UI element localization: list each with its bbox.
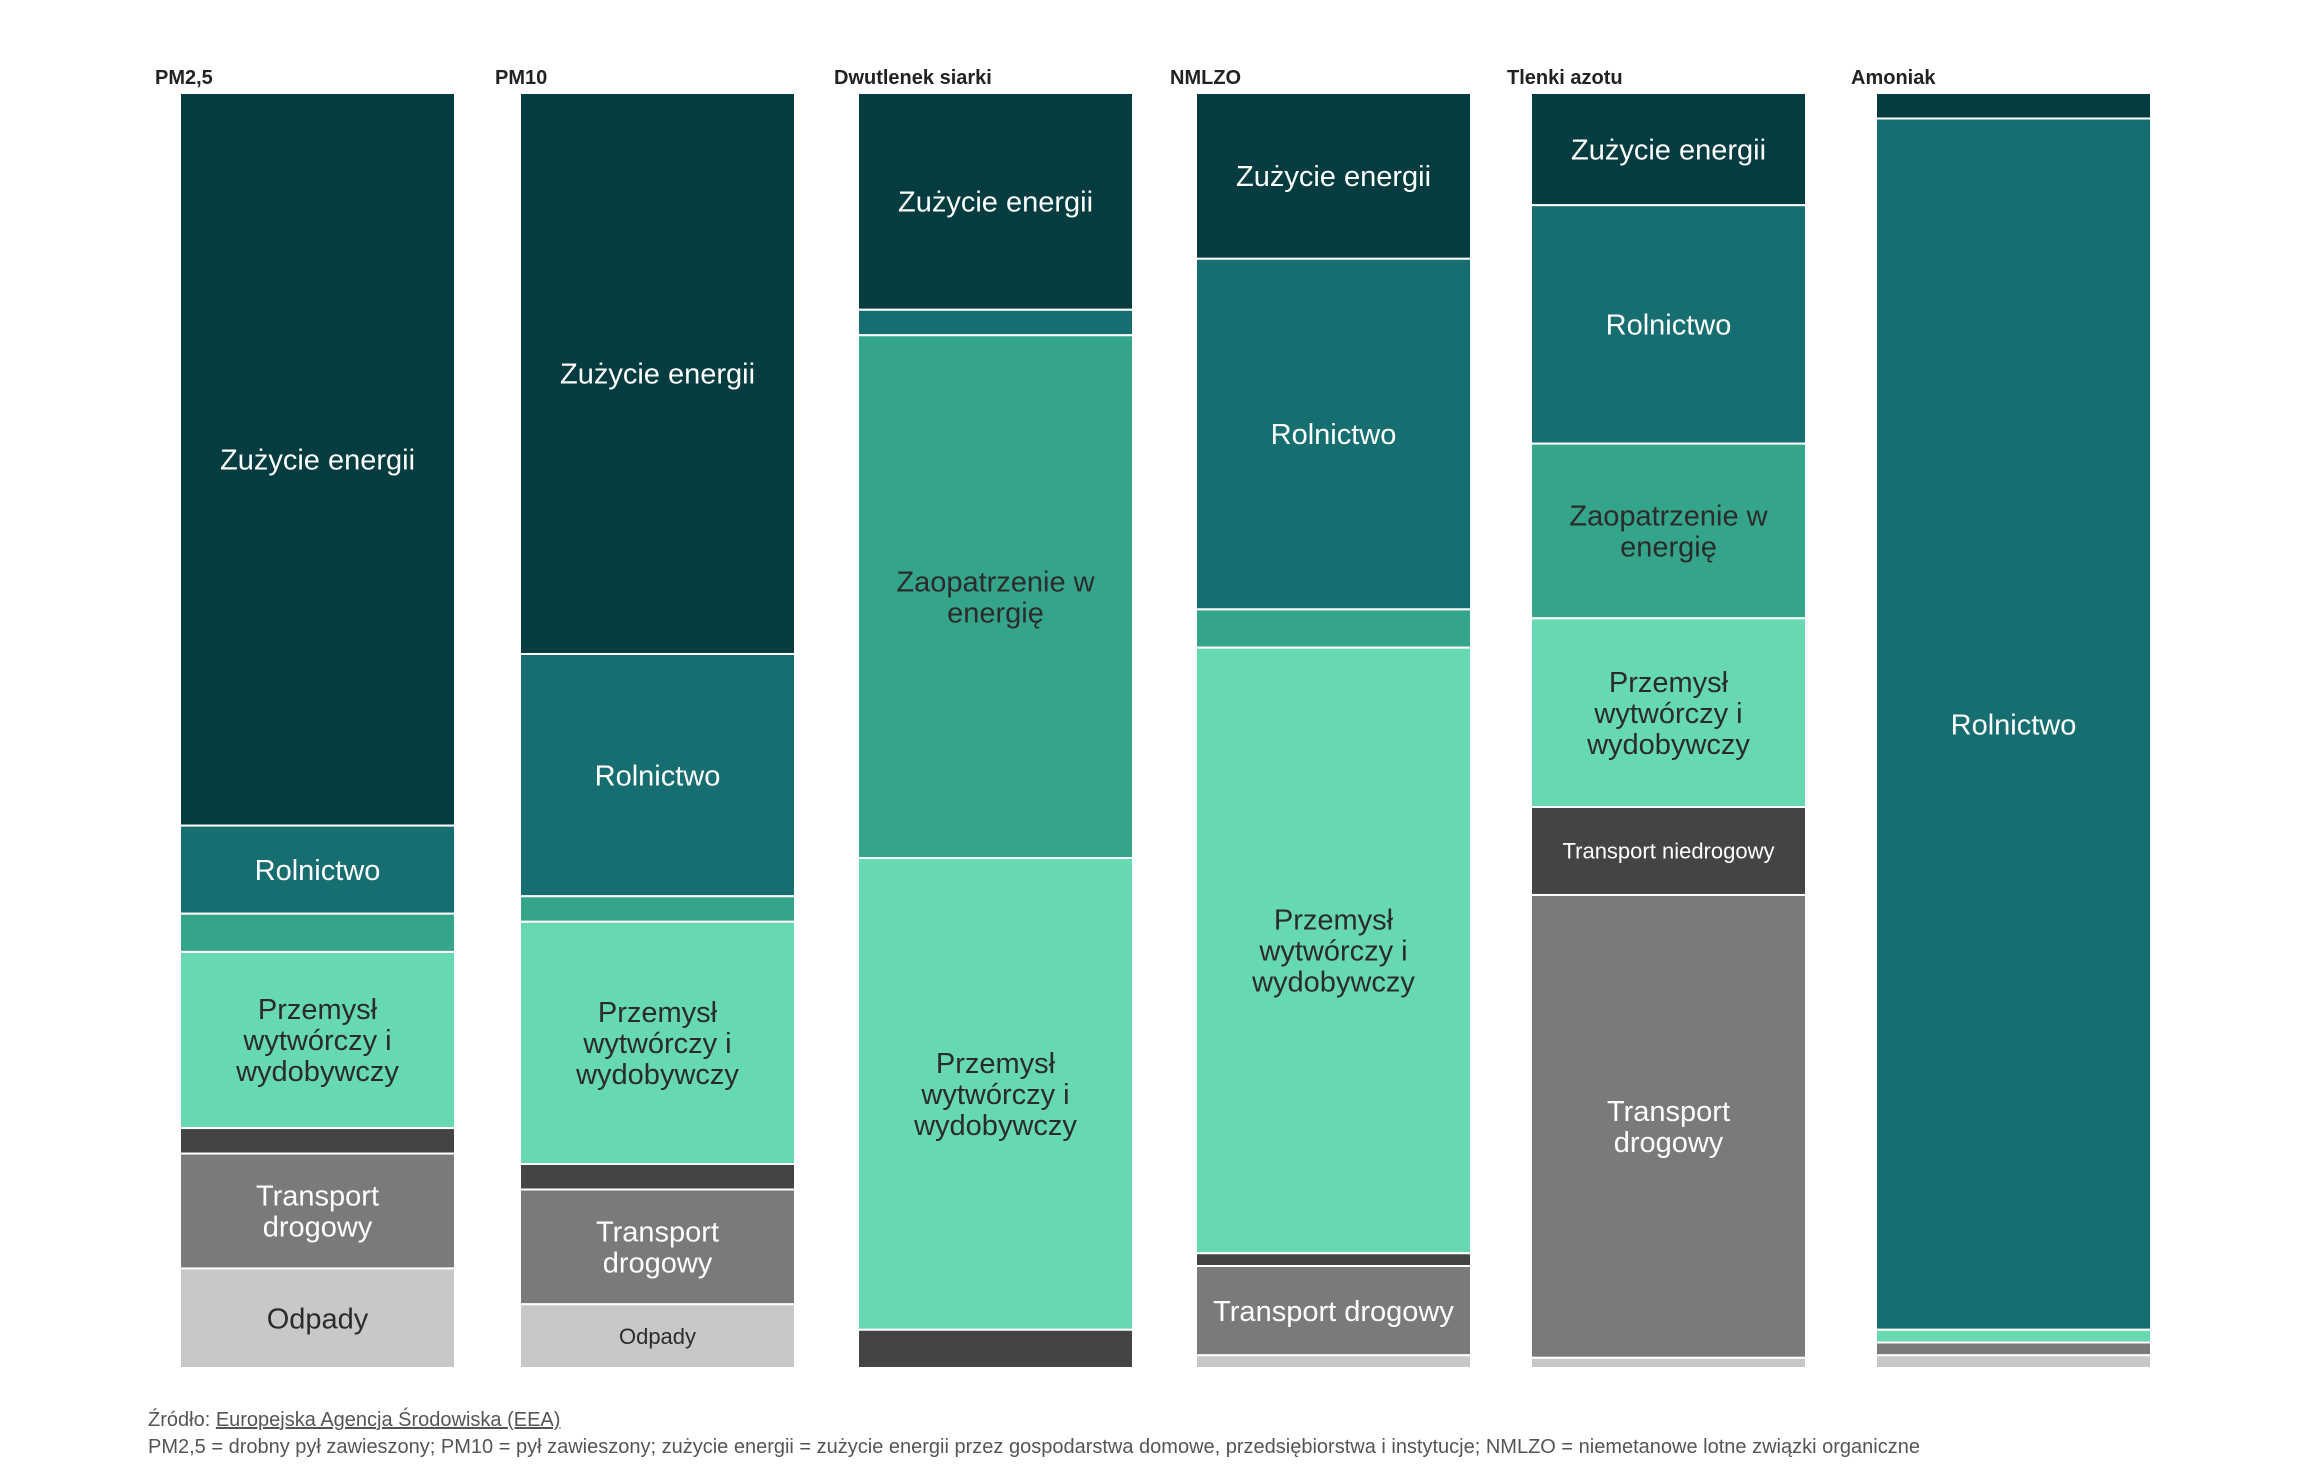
segment-label: Rolnictwo — [1606, 310, 1732, 342]
bar-segment-agriculture — [1530, 204, 1807, 445]
source-prefix: Źródło: — [148, 1409, 216, 1431]
segment-label: Przemysł wytwórczy i wydobywczy — [1251, 905, 1415, 999]
segment-label: Transport drogowy — [1607, 1096, 1730, 1159]
bar-segment-agriculture — [179, 824, 456, 915]
bar-segment-non_road — [857, 1328, 1134, 1369]
panel-title: Amoniak — [1851, 67, 1936, 89]
bar-segment-energy_use — [1530, 92, 1807, 207]
bar-segment-industry — [1875, 1328, 2152, 1344]
segment-label: Rolnictwo — [255, 855, 381, 887]
segment-label: Rolnictwo — [595, 760, 721, 792]
segment-label: Zużycie energii — [560, 359, 755, 391]
bar-segment-agriculture — [857, 308, 1134, 337]
bar-segment-road — [1530, 893, 1807, 1359]
panel-title: PM10 — [495, 67, 547, 89]
bar-segment-non_road — [179, 1127, 456, 1155]
segment-label: Zużycie energii — [220, 444, 415, 476]
segment-label: Przemysł wytwórczy i wydobywczy — [913, 1048, 1077, 1142]
bar-segment-energy_use — [1875, 92, 2152, 120]
panel-title: Dwutlenek siarki — [834, 67, 992, 89]
bar-segment-waste — [1875, 1354, 2152, 1369]
segment-label: Odpady — [267, 1303, 369, 1335]
bar-segment-industry — [1195, 646, 1472, 1255]
segment-label: Przemysł wytwórczy i wydobywczy — [235, 994, 399, 1088]
bar-segment-energy_use — [519, 92, 796, 655]
bar-segment-energy_supply — [1530, 442, 1807, 620]
panel-title: Tlenki azotu — [1507, 67, 1623, 89]
segment-label: Rolnictwo — [1951, 709, 2077, 741]
bar-segment-road — [179, 1152, 456, 1270]
bar-segment-waste — [1530, 1356, 1807, 1370]
bar-segment-energy_use — [1195, 92, 1472, 260]
bar-segment-agriculture — [1195, 257, 1472, 611]
bar-segment-non_road — [1530, 806, 1807, 896]
bar-segment-road — [1875, 1341, 2152, 1357]
bar-segment-energy_use — [857, 92, 1134, 311]
source-link[interactable]: Europejska Agencja Środowiska (EEA) — [215, 1409, 561, 1431]
bar-segment-energy_supply — [179, 912, 456, 953]
segment-label: Przemysł wytwórczy i wydobywczy — [575, 997, 739, 1091]
bar-segment-waste — [179, 1267, 456, 1369]
segment-label: Transport niedrogowy — [1563, 839, 1775, 864]
bar-segment-agriculture — [1875, 117, 2152, 1331]
bar-segment-waste — [519, 1303, 796, 1369]
abbreviations-note: PM2,5 = drobny pył zawieszony; PM10 = py… — [148, 1436, 1920, 1458]
bar-segment-energy_supply — [519, 895, 796, 923]
panel-title: NMLZO — [1170, 67, 1241, 89]
segment-label: Rolnictwo — [1271, 419, 1397, 451]
bar-segment-industry — [857, 857, 1134, 1331]
bar-segment-energy_supply — [857, 334, 1134, 859]
bar-segment-road — [1195, 1265, 1472, 1357]
segment-label: Zużycie energii — [1236, 161, 1431, 193]
segment-label: Zużycie energii — [1571, 134, 1766, 166]
segment-label: Transport drogowy — [256, 1181, 379, 1244]
bar-segment-energy_supply — [1195, 608, 1472, 649]
source-line: Źródło: Europejska Agencja Środowiska (E… — [148, 1407, 2248, 1434]
segment-label: Zużycie energii — [898, 187, 1093, 219]
segment-label: Odpady — [619, 1324, 696, 1349]
bar-segment-energy_use — [179, 92, 456, 827]
bar-segment-non_road — [519, 1163, 796, 1191]
segment-label: Transport drogowy — [1213, 1296, 1454, 1328]
panel-title: PM2,5 — [155, 67, 213, 89]
segment-label: Transport drogowy — [596, 1217, 719, 1280]
segment-label: Zaopatrzenie w energię — [896, 566, 1095, 629]
bar-segment-industry — [179, 950, 456, 1130]
bar-segment-non_road — [1195, 1252, 1472, 1267]
segment-label: Zaopatrzenie w energię — [1569, 501, 1768, 564]
segment-label: Przemysł wytwórczy i wydobywczy — [1586, 667, 1750, 761]
bar-segment-industry — [519, 920, 796, 1165]
bar-segment-waste — [1195, 1354, 1472, 1369]
